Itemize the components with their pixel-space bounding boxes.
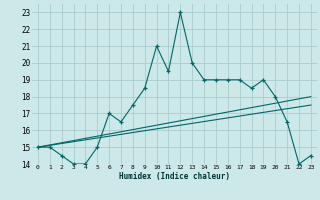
X-axis label: Humidex (Indice chaleur): Humidex (Indice chaleur) [119,172,230,181]
